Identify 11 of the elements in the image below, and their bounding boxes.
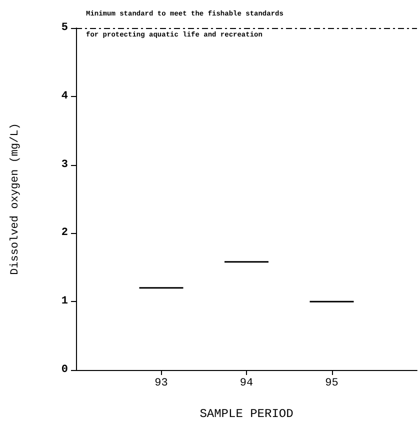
x-tick-label: 95 [325,378,338,390]
x-axis-title: SAMPLE PERIOD [200,407,294,421]
y-tick-label: 0 [61,364,68,376]
x-tick-label: 94 [240,378,254,390]
y-axis-title: Dissolved oxygen (mg/L) [10,123,22,275]
y-tick-label: 2 [61,227,68,240]
y-tick-label: 5 [61,22,68,34]
y-tick-label: 4 [61,90,68,102]
y-tick-label: 3 [61,158,68,171]
x-tick-label: 93 [154,378,168,390]
y-tick-label: 1 [61,296,68,308]
